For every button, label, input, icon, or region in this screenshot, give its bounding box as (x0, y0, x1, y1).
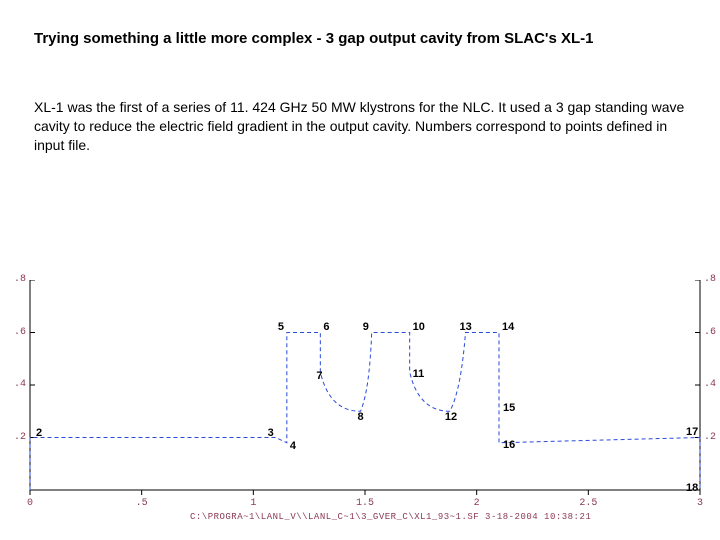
geometry-point-label: 6 (323, 321, 329, 333)
geometry-point-label: 2 (36, 427, 42, 439)
y-tick-label: .8 (2, 274, 26, 285)
x-tick-label: 2.5 (573, 498, 603, 509)
geometry-point-label: 7 (316, 370, 322, 382)
x-tick-label: 3 (685, 498, 715, 509)
geometry-point-label: 16 (503, 439, 515, 451)
x-tick-label: 2 (462, 498, 492, 509)
geometry-point-label: 8 (358, 411, 364, 423)
y-tick-label-right: .8 (704, 274, 720, 285)
geometry-point-label: 11 (413, 368, 425, 380)
x-tick-label: .5 (127, 498, 157, 509)
cavity-outline (30, 333, 700, 491)
y-tick-label: .4 (2, 379, 26, 390)
y-tick-label: .6 (2, 327, 26, 338)
geometry-point-label: 17 (686, 426, 698, 438)
geometry-point-label: 4 (290, 440, 296, 452)
geometry-point-label: 18 (686, 482, 698, 494)
geometry-point-label: 10 (413, 321, 425, 333)
cavity-profile-plot: .2.2.4.4.6.6.8.80.511.522.53234567891011… (0, 280, 720, 540)
geometry-point-label: 14 (502, 321, 514, 333)
x-tick-label: 1.5 (350, 498, 380, 509)
geometry-point-label: 5 (278, 321, 284, 333)
geometry-point-label: 3 (268, 427, 274, 439)
y-tick-label-right: .2 (704, 432, 720, 443)
geometry-point-label: 15 (503, 402, 515, 414)
slide-title: Trying something a little more complex -… (34, 30, 594, 47)
geometry-point-label: 12 (445, 411, 457, 423)
x-tick-label: 0 (15, 498, 45, 509)
plot-footer: C:\PROGRA~1\LANL_V\\LANL_C~1\3_GVER_C\XL… (190, 512, 591, 522)
slide-body: XL-1 was the first of a series of 11. 42… (34, 98, 690, 155)
geometry-point-label: 9 (363, 321, 369, 333)
geometry-point-label: 13 (460, 321, 472, 333)
x-tick-label: 1 (238, 498, 268, 509)
y-tick-label: .2 (2, 432, 26, 443)
y-tick-label-right: .4 (704, 379, 720, 390)
y-tick-label-right: .6 (704, 327, 720, 338)
